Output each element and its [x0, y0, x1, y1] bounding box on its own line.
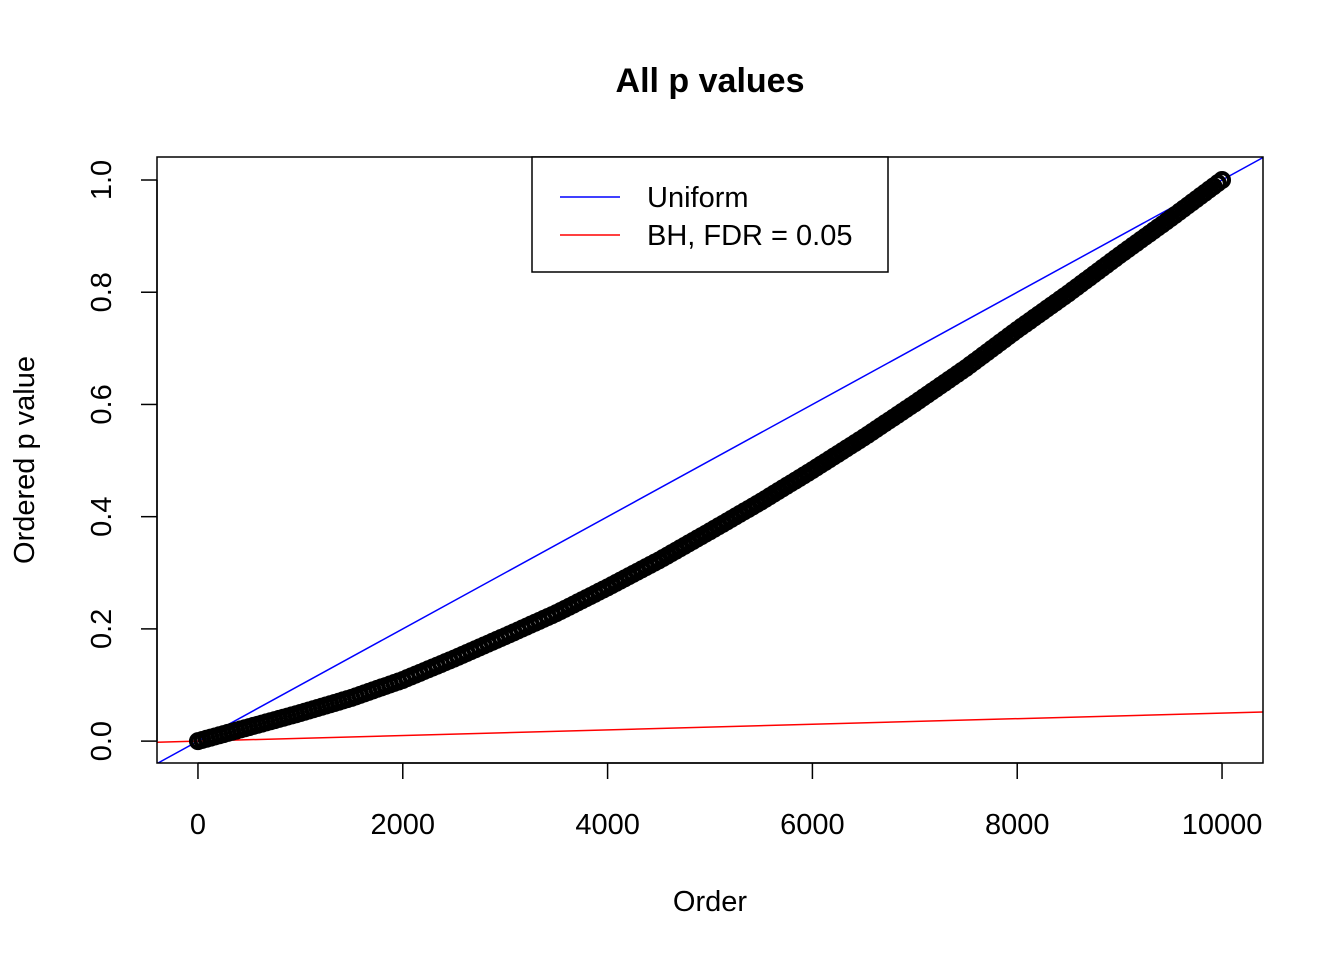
- legend-label-uniform: Uniform: [647, 182, 749, 214]
- y-tick-label: 0.8: [86, 272, 118, 312]
- x-tick-label: 2000: [371, 809, 436, 841]
- x-tick-label: 6000: [780, 809, 845, 841]
- x-tick-label: 4000: [575, 809, 640, 841]
- x-tick-label: 10000: [1182, 809, 1263, 841]
- bh-line: [157, 711, 1263, 743]
- x-tick-label: 8000: [985, 809, 1050, 841]
- x-axis: 0 2000 4000 6000 8000 10000: [190, 762, 1263, 841]
- legend-label-bh: BH, FDR = 0.05: [647, 220, 853, 252]
- y-tick-label: 0.6: [86, 384, 118, 424]
- legend: Uniform BH, FDR = 0.05: [531, 156, 889, 273]
- chart-title: All p values: [616, 62, 805, 100]
- y-tick-label: 1.0: [86, 160, 118, 200]
- y-axis-label: Ordered p value: [9, 356, 41, 564]
- legend-box: [531, 156, 889, 273]
- x-axis-label: Order: [673, 886, 747, 918]
- y-tick-label: 0.0: [86, 721, 118, 761]
- y-tick-label: 0.4: [86, 497, 118, 537]
- uniform-line: [157, 157, 1263, 763]
- y-axis: 0.0 0.2 0.4 0.6 0.8 1.0: [86, 160, 158, 761]
- data-point: [1213, 171, 1232, 190]
- y-tick-label: 0.2: [86, 609, 118, 649]
- x-tick-label: 0: [190, 809, 206, 841]
